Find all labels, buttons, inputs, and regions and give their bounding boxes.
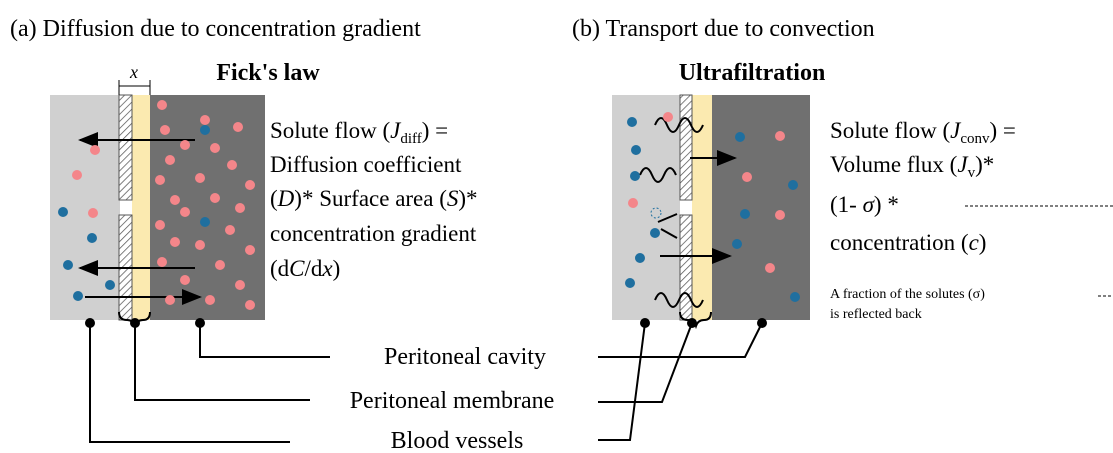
solute-dot — [157, 100, 167, 110]
solute-dot — [775, 131, 785, 141]
solute-dot — [627, 117, 637, 127]
solute-dot — [625, 278, 635, 288]
formula-part: )* — [458, 186, 477, 211]
solute-dot — [663, 112, 673, 122]
formula-part: Solute flow ( — [830, 118, 950, 143]
formula-part: C — [289, 256, 305, 281]
x-label: x — [129, 62, 138, 82]
solute-dot — [631, 145, 641, 155]
solute-dot — [155, 175, 165, 185]
solute-dot — [215, 260, 225, 270]
solute-dot — [180, 207, 190, 217]
solute-dot — [235, 203, 245, 213]
solute-dot — [63, 260, 73, 270]
solute-dot — [205, 295, 215, 305]
formula-part: x — [321, 256, 333, 281]
solute-dot — [630, 171, 640, 181]
formula-part: ) — [333, 256, 341, 281]
formula-part: ) = — [990, 118, 1016, 143]
solute-dot — [235, 280, 245, 290]
formula-part: D — [277, 186, 295, 211]
formula: Solute flow (Jdiff) = Diffusion coeffici… — [270, 118, 483, 281]
formula-part: conv — [960, 131, 990, 147]
formula-part: (d — [270, 256, 290, 281]
formula-part: ) = — [422, 118, 448, 143]
solute-dot — [165, 155, 175, 165]
solute-dot — [88, 208, 98, 218]
solute-dot — [735, 132, 745, 142]
solute-dot — [87, 233, 97, 243]
panel-a-figure — [50, 80, 265, 326]
solute-dot — [195, 173, 205, 183]
connectors — [85, 318, 767, 442]
solute-dot — [765, 263, 775, 273]
solute-dot — [58, 207, 68, 217]
formula-part: Volume flux ( — [830, 152, 957, 177]
solute-dot — [788, 180, 798, 190]
solute-dot — [245, 245, 255, 255]
solute-dot — [628, 198, 638, 208]
solute-dot — [775, 210, 785, 220]
formula-part: )* — [975, 152, 994, 177]
diagram: (a) Diffusion due to concentration gradi… — [0, 0, 1113, 453]
solute-dot — [200, 125, 210, 135]
panel-title: Ultrafiltration — [679, 60, 826, 86]
solute-dot — [73, 291, 83, 301]
formula-part: (1- — [830, 192, 863, 217]
formula-part: Solute flow ( — [270, 118, 390, 143]
solute-dot — [245, 300, 255, 310]
formula-part: ( — [270, 186, 278, 211]
solute-dot — [170, 237, 180, 247]
formula-part: ) * — [874, 192, 899, 217]
solute-dot — [732, 239, 742, 249]
formula-part: concentration ( — [830, 230, 969, 255]
solute-dot — [72, 170, 82, 180]
solute-dot — [227, 160, 237, 170]
formula-part: S — [447, 186, 459, 211]
formula-part: Diffusion coefficient — [270, 152, 462, 177]
solute-dot — [200, 115, 210, 125]
legend-label: Blood vessels — [391, 428, 524, 453]
solute-dot — [742, 172, 752, 182]
formula: Solute flow (Jconv) = Volume flux (Jv)* … — [830, 118, 1022, 255]
legend-label: Peritoneal membrane — [350, 388, 555, 414]
solute-dot — [180, 140, 190, 150]
solute-dot — [635, 253, 645, 263]
solute-dot — [740, 209, 750, 219]
solute-dot — [200, 217, 210, 227]
solute-dot — [160, 125, 170, 135]
formula-part: c — [969, 230, 979, 255]
formula-part: /d — [305, 256, 323, 281]
solute-dot — [210, 143, 220, 153]
solute-dot — [233, 122, 243, 132]
solute-dot — [157, 257, 167, 267]
solute-dot — [90, 145, 100, 155]
solute-dot — [105, 280, 115, 290]
solute-dot — [155, 220, 165, 230]
formula-part: concentration gradient — [270, 221, 477, 246]
formula-part: )* Surface area ( — [294, 186, 447, 211]
solute-dot — [195, 240, 205, 250]
solute-dot — [650, 228, 660, 238]
solute-dot — [210, 193, 220, 203]
solute-dot — [180, 275, 190, 285]
legend-label: Peritoneal cavity — [384, 344, 546, 370]
solute-dot — [170, 195, 180, 205]
note: A fraction of the solutes (σ) — [830, 287, 985, 302]
note: is reflected back — [830, 307, 922, 322]
solute-dot — [790, 292, 800, 302]
solute-dot — [165, 295, 175, 305]
solute-dot — [225, 225, 235, 235]
panel-label: (a) Diffusion due to concentration gradi… — [10, 16, 421, 42]
panel-label: (b) Transport due to convection — [572, 16, 875, 42]
solute-dot — [245, 180, 255, 190]
panel-title: Fick's law — [216, 60, 320, 86]
formula-part: diff — [400, 131, 421, 147]
formula-part: ) — [979, 230, 987, 255]
